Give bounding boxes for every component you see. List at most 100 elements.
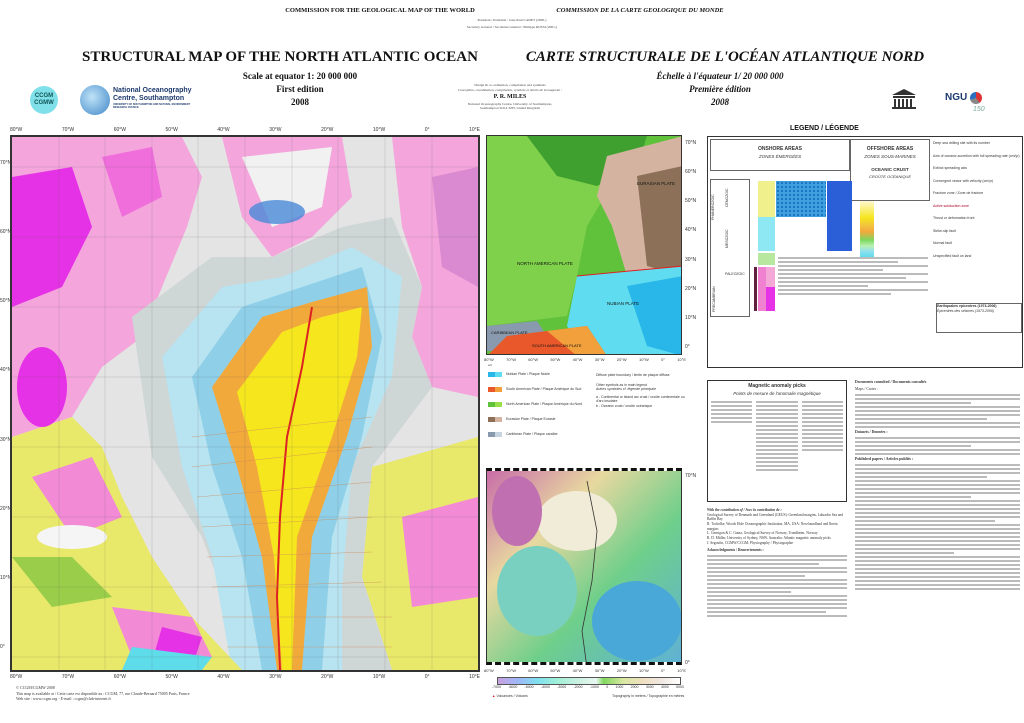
lon-label: 40°W	[572, 668, 583, 673]
unesco-logo	[890, 88, 918, 110]
design-en: Design & co-ordination, compilation and …	[474, 83, 546, 87]
plate-legend: a b Nubian Plate / Plaque Nubie South Am…	[488, 363, 588, 441]
symbol-unspecified-fault: Unspecified fault on land	[933, 253, 972, 258]
plate-legend-label: Nubian Plate / Plaque Nubie	[506, 372, 550, 377]
commission-title-en: COMMISSION FOR THE GEOLOGICAL MAP OF THE…	[285, 7, 475, 14]
plate-legend-item: North American Plate / Plaque Amérique d…	[488, 401, 588, 407]
onshore-title: ONSHORE AREAS	[758, 146, 802, 152]
note-a: a - Continental or island arc crust / cr…	[596, 394, 685, 404]
plate-label-caribbean: CARIBBEAN PLATE	[491, 330, 528, 335]
lat-label: 20°N	[0, 505, 12, 512]
earthquakes-title-fr: Épicentres des séismes (1973-2006)	[937, 308, 995, 313]
plate-legend-item: South American Plate / Plaque Amérique d…	[488, 386, 588, 392]
topography-map[interactable]	[486, 468, 682, 665]
year-fr: 2008	[711, 97, 729, 107]
website: Web site : www.ccgm.org - E-mail : ccgm@…	[16, 696, 111, 701]
lon-label: 20°W	[616, 668, 627, 673]
colorbar-tick: 1000	[615, 685, 624, 689]
lat-label: 20°N	[685, 285, 697, 292]
lat-label: 60°N	[0, 229, 12, 236]
affiliation-1: National Oceanography Centre, University…	[467, 101, 553, 106]
lon-label: 50°W	[165, 127, 178, 133]
volcanoes-label: Volcanoes / Volcans	[496, 694, 528, 698]
topo-lat-bottom: 0°	[685, 660, 690, 666]
commission-title-fr: COMMISSION DE LA CARTE GEOLOGIQUE DU MON…	[556, 7, 724, 14]
lon-label: 60°W	[528, 357, 539, 362]
lon-label: 60°W	[113, 674, 126, 680]
era-precambrian: PRECAMBRIAN	[712, 286, 716, 312]
lon-label: 0°	[424, 674, 430, 680]
plate-legend-label: North American Plate / Plaque Amérique d…	[506, 402, 583, 407]
lon-label: 10°W	[372, 674, 386, 680]
earthquakes-title: Earthquakes epicentres (1973-2006)	[937, 304, 997, 308]
lon-label: 60°W	[528, 668, 539, 673]
page-title-en: STRUCTURAL MAP OF THE NORTH ATLANTIC OCE…	[82, 49, 478, 65]
lat-label: 70°N	[0, 160, 12, 166]
lon-label: 40°W	[217, 674, 230, 680]
lon-label: 30°W	[269, 127, 282, 133]
plate-legend-label: Eurasian Plate / Plaque Eurasie	[506, 417, 556, 422]
lon-label: 10°E	[677, 357, 686, 362]
offshore-title-fr: ZONES SOUS-MARINES	[864, 153, 916, 159]
symbol-subduction: Active subduction zone	[933, 203, 969, 208]
plate-map[interactable]: NORTH AMERICAN PLATE EURASIAN PLATE NUBI…	[486, 135, 682, 355]
ccgm-logo-text: CCGM CGMW	[34, 93, 54, 106]
author-name: P. R. MILES	[493, 94, 527, 101]
contributions-title: With the contribution of / Avec la contr…	[707, 508, 782, 512]
lon-label: 70°W	[61, 127, 75, 133]
scale-fr: Échelle à l'équateur 1/ 20 000 000	[656, 71, 784, 81]
lon-label: 50°W	[165, 674, 178, 680]
plate-legend-label: South American Plate / Plaque Amérique d…	[506, 387, 582, 392]
main-map-lon-axis-bottom: 80°W 70°W 60°W 50°W 40°W 30°W 20°W 10°W 0° 10°E	[10, 674, 480, 680]
contribution-item: Geological Survey of Denmark and Greenla…	[707, 512, 844, 522]
lon-label: 10°W	[638, 668, 649, 673]
lon-label: 30°W	[269, 674, 282, 680]
colorbar-tick: 2000	[630, 685, 639, 689]
documents-title: Documents consulted / Documents consulté…	[855, 380, 927, 384]
lat-label: 0°	[0, 643, 5, 650]
lat-label: 10°N	[0, 574, 12, 581]
topo-map-lon-axis: 80°W 70°W 60°W 50°W 40°W 30°W 20°W 10°W 0° 10°E	[484, 668, 686, 673]
lon-label: 80°W	[10, 127, 23, 133]
main-structural-map[interactable]	[10, 135, 480, 672]
lat-label: 30°N	[0, 436, 12, 443]
lon-label: 10°E	[469, 674, 480, 680]
ab-label: a b	[488, 363, 493, 367]
lon-label: 10°W	[372, 127, 386, 133]
other-symbols-fr: Autres symboles cf. légende principale	[596, 387, 656, 392]
symbol-dsdp: Deep sea drilling site with its number	[933, 141, 990, 145]
design-fr: Conception, coordination, compilation, s…	[457, 87, 563, 92]
lon-label: 70°W	[61, 674, 75, 680]
ngu-logo-text: NGU	[945, 92, 968, 103]
contribution-item: J. Segoufin, CGMW/CCGM: Physiography / P…	[707, 540, 794, 545]
main-legend: ONSHORE AREAS ZONES ÉMERGÉES OFFSHORE AR…	[707, 136, 1023, 368]
plate-legend-item: Eurasian Plate / Plaque Eurasie	[488, 416, 588, 422]
lon-label: 80°W	[484, 668, 494, 673]
lon-label: 70°W	[506, 357, 516, 362]
plate-label-eurasian: EURASIAN PLATE	[637, 181, 676, 186]
lon-label: 70°W	[506, 668, 516, 673]
magnetic-title: Magnetic anomaly picks	[748, 383, 806, 389]
symbol-extinct-axis: Extinct spreading axis	[933, 166, 968, 171]
contribution-item: R. Tocholke, Woods Hole Oceanographic In…	[707, 522, 838, 531]
symbol-thrust: Thrust or deformation front	[933, 216, 975, 221]
colorbar-tick: -1000	[589, 685, 599, 689]
oceanic-crust-title: OCEANIC CRUST	[871, 167, 909, 173]
magnetic-anomaly-table: Magnetic anomaly picks Points de mesure …	[707, 380, 847, 502]
edition-fr: Première édition	[689, 84, 751, 94]
oceanic-crust-title-fr: CROÛTE OCÉANIQUE	[868, 174, 911, 180]
availability: This map is available at / Cette carte e…	[16, 690, 190, 696]
scale-en: Scale at equator 1: 20 000 000	[242, 71, 358, 81]
symbol-normal-fault: Normal fault	[933, 241, 952, 246]
lat-label: 60°N	[685, 169, 697, 176]
topography-units: Topography in meters / Topographie en mè…	[612, 694, 685, 698]
contribution-item: R. D. Müller, University of Sydney, NSW,…	[707, 536, 831, 541]
lon-label: 0°	[661, 668, 665, 673]
plate-map-lon-axis: 80°W 70°W 60°W 50°W 40°W 30°W 20°W 10°W 0° 10°E	[484, 357, 686, 362]
ngu-150-text: 150	[973, 106, 985, 113]
symbol-strike-slip: Strike-slip fault	[933, 228, 956, 233]
lat-label: 10°N	[685, 314, 697, 321]
lat-label: 40°N	[685, 227, 697, 234]
lon-label: 20°W	[616, 357, 627, 362]
acknowledgments-title: Acknowledgments / Remerciements :	[707, 548, 764, 553]
